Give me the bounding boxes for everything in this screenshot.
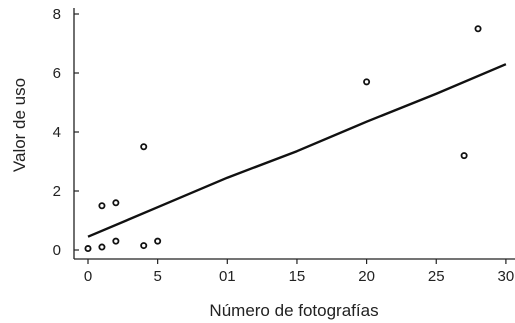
x-tick-label: 25 (428, 268, 445, 285)
regression-line (87, 63, 507, 238)
data-points (84, 25, 482, 253)
y-axis-ticks: 0 2 4 6 8 (53, 6, 79, 259)
data-point (84, 245, 92, 253)
x-tick-label: 0 (84, 268, 92, 285)
y-tick-label: 8 (53, 6, 61, 23)
y-axis-label: Valor de uso (10, 78, 29, 172)
x-axis-label: Número de fotografías (209, 301, 378, 320)
x-tick-label: 30 (498, 268, 515, 285)
data-point (140, 242, 148, 250)
x-axis-ticks: 0 5 01 15 20 25 30 (84, 259, 514, 285)
data-point (474, 25, 482, 33)
data-point (98, 202, 106, 210)
y-tick-label: 0 (53, 242, 61, 259)
data-point (154, 237, 162, 245)
data-point (112, 199, 120, 207)
x-tick-label: 5 (153, 268, 161, 285)
x-tick-label: 01 (219, 268, 236, 285)
y-tick-label: 6 (53, 65, 61, 82)
data-point (98, 243, 106, 251)
x-tick-label: 15 (289, 268, 306, 285)
data-point (112, 237, 120, 245)
data-point (460, 152, 468, 160)
x-tick-label: 20 (358, 268, 375, 285)
data-point (363, 78, 371, 86)
y-tick-label: 4 (53, 124, 61, 141)
y-tick-label: 2 (53, 183, 61, 200)
data-point (140, 143, 148, 151)
axes (73, 8, 515, 260)
